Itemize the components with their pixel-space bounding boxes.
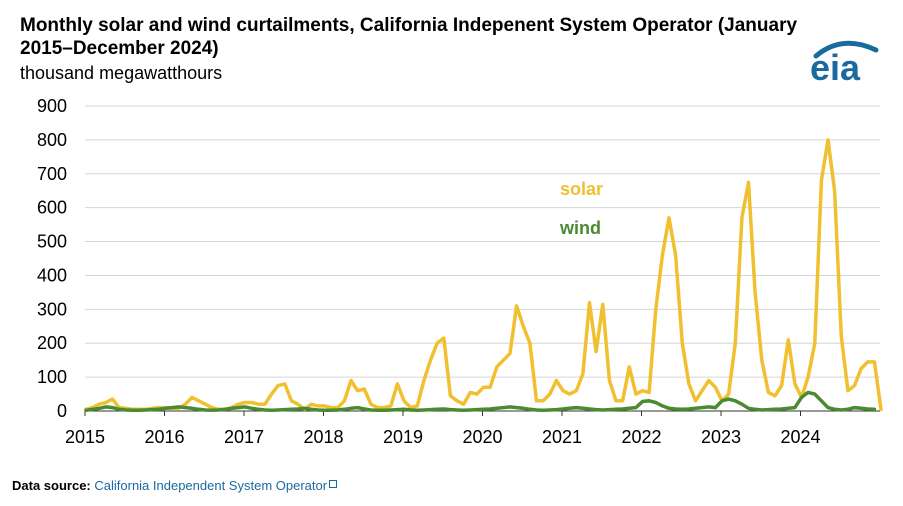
source-label: Data source: bbox=[12, 478, 91, 493]
chart-title: Monthly solar and wind curtailments, Cal… bbox=[20, 15, 798, 59]
series-lines bbox=[84, 138, 883, 413]
y-axis-tick-labels: 0 100 200 300 400 500 600 700 800 900 bbox=[37, 96, 67, 421]
x-tick-label: 2019 bbox=[383, 427, 423, 447]
y-tick-label: 600 bbox=[37, 198, 67, 218]
y-tick-label: 800 bbox=[37, 130, 67, 150]
y-tick-label: 300 bbox=[37, 299, 67, 319]
x-tick-label: 2021 bbox=[542, 427, 582, 447]
y-tick-label: 200 bbox=[37, 333, 67, 353]
external-link-icon[interactable] bbox=[329, 480, 338, 488]
series-label-wind: wind bbox=[559, 218, 601, 238]
x-axis-tick-labels: 2015 2016 2017 2018 2019 2020 2021 2022 2023 2024 bbox=[65, 411, 821, 447]
x-tick-label: 2016 bbox=[144, 427, 184, 447]
data-source: Data source: California Independent Syst… bbox=[12, 478, 338, 494]
logo-text: eia bbox=[810, 47, 861, 84]
y-tick-label: 700 bbox=[37, 164, 67, 184]
logo-arc bbox=[813, 40, 879, 59]
source-link[interactable]: California Independent System Operator bbox=[94, 478, 328, 493]
units-label: thousand megawatthours bbox=[20, 63, 223, 83]
series-labels: solar wind bbox=[559, 179, 603, 238]
series-line-solar bbox=[84, 138, 883, 412]
y-tick-label: 900 bbox=[37, 96, 67, 116]
x-tick-label: 2024 bbox=[780, 427, 820, 447]
eia-logo: eia bbox=[806, 32, 880, 88]
y-tick-label: 500 bbox=[37, 232, 67, 252]
y-tick-label: 400 bbox=[37, 265, 67, 285]
x-tick-label: 2018 bbox=[303, 427, 343, 447]
x-tick-label: 2022 bbox=[621, 427, 661, 447]
x-tick-label: 2017 bbox=[224, 427, 264, 447]
gridlines bbox=[85, 105, 880, 412]
x-tick-label: 2015 bbox=[65, 427, 105, 447]
x-tick-label: 2023 bbox=[701, 427, 741, 447]
series-label-solar: solar bbox=[560, 179, 603, 199]
series-line-wind bbox=[84, 390, 877, 413]
x-tick-label: 2020 bbox=[462, 427, 502, 447]
y-tick-label: 100 bbox=[37, 367, 67, 387]
y-tick-label: 0 bbox=[57, 401, 67, 421]
